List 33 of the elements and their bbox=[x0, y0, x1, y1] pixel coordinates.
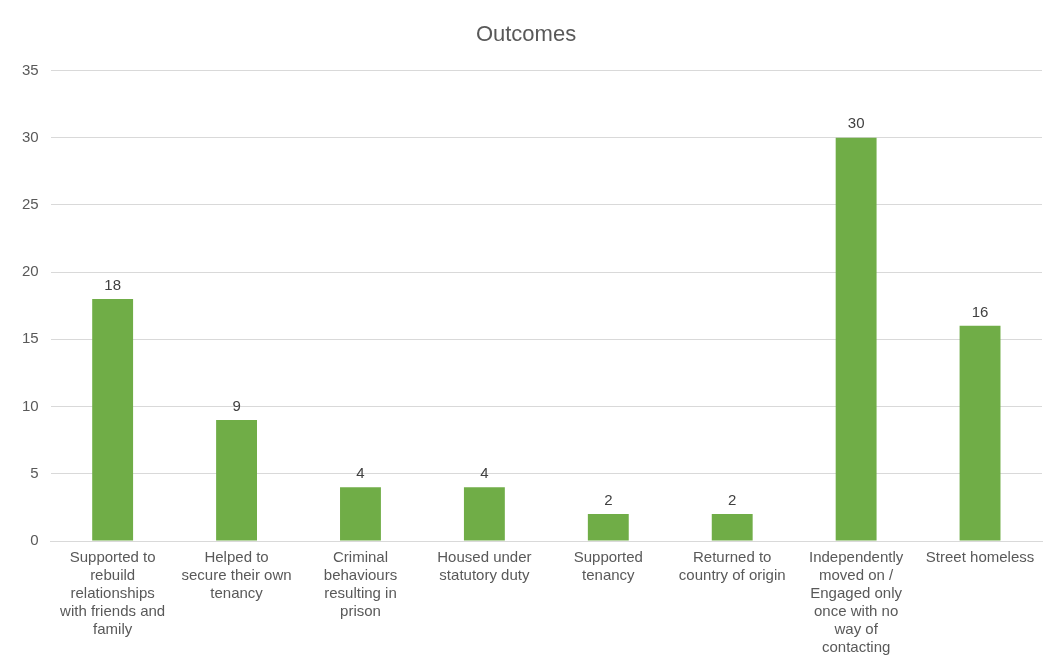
y-tick-label: 0 bbox=[30, 531, 39, 549]
y-tick-label: 15 bbox=[22, 329, 39, 347]
y-tick-label: 30 bbox=[22, 127, 39, 145]
y-tick-label: 5 bbox=[30, 463, 39, 481]
bar bbox=[835, 137, 877, 541]
x-tick-label: Returned to country of origin bbox=[678, 548, 786, 584]
x-tick-label: Street homeless bbox=[925, 548, 1035, 566]
y-tick-label: 20 bbox=[22, 262, 39, 280]
data-label: 2 bbox=[728, 490, 737, 508]
x-tick-label: Independently moved on / Engaged only once with no way of contacting bbox=[809, 548, 904, 656]
x-tick-label: Housed under statutory duty bbox=[437, 548, 532, 584]
bar bbox=[959, 325, 1001, 541]
data-label: 16 bbox=[971, 302, 989, 320]
data-label: 18 bbox=[104, 275, 121, 293]
y-tick-label: 10 bbox=[22, 396, 39, 414]
data-label: 9 bbox=[232, 396, 241, 414]
y-tick-label: 25 bbox=[22, 195, 39, 212]
bar bbox=[92, 298, 134, 541]
bar bbox=[711, 514, 753, 541]
x-tick-label: Helped to secure their own tenancy bbox=[181, 548, 292, 602]
x-tick-label: Criminal behaviours resulting in prison bbox=[323, 548, 398, 620]
bar bbox=[340, 487, 381, 541]
data-label: 30 bbox=[847, 114, 865, 132]
bar bbox=[216, 419, 257, 541]
bar bbox=[587, 514, 629, 541]
data-label: 2 bbox=[604, 490, 613, 508]
chart-title: Outcomes bbox=[475, 21, 577, 47]
bar bbox=[463, 487, 505, 541]
data-label: 4 bbox=[356, 463, 365, 481]
data-label: 4 bbox=[480, 463, 489, 481]
x-tick-label: Supported tenancy bbox=[573, 548, 643, 584]
x-tick-label: Supported to rebuild relationships with friends and family bbox=[59, 548, 166, 638]
y-tick-label: 35 bbox=[22, 60, 39, 78]
